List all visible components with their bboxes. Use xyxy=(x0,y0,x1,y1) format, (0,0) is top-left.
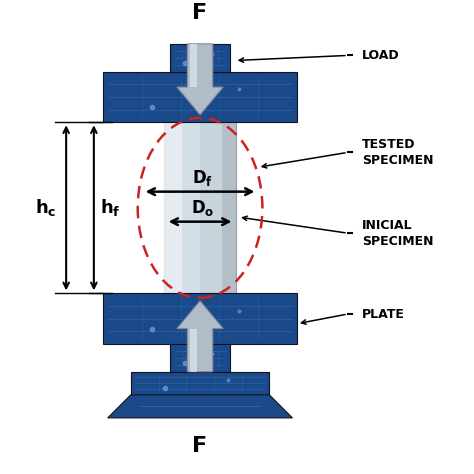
Bar xyxy=(182,122,200,293)
Text: PLATE: PLATE xyxy=(362,308,404,320)
Text: F: F xyxy=(192,3,208,23)
Text: INICIAL
SPECIMEN: INICIAL SPECIMEN xyxy=(362,219,433,248)
Text: $\mathbf{h_f}$: $\mathbf{h_f}$ xyxy=(100,197,120,219)
Bar xyxy=(221,122,236,293)
Bar xyxy=(164,122,182,293)
Polygon shape xyxy=(190,328,197,372)
Text: F: F xyxy=(192,437,208,456)
Text: TESTED
SPECIMEN: TESTED SPECIMEN xyxy=(362,138,433,167)
Text: LOAD: LOAD xyxy=(362,49,399,62)
Bar xyxy=(170,44,230,72)
Bar xyxy=(131,372,269,395)
Polygon shape xyxy=(177,44,223,115)
Text: $\mathbf{D_o}$: $\mathbf{D_o}$ xyxy=(191,198,214,218)
Bar xyxy=(164,122,236,293)
Bar xyxy=(103,72,297,122)
Polygon shape xyxy=(108,395,292,418)
Bar xyxy=(103,293,297,344)
Polygon shape xyxy=(177,301,223,372)
Bar xyxy=(170,344,230,372)
Text: $\mathbf{D_f}$: $\mathbf{D_f}$ xyxy=(192,168,213,188)
Polygon shape xyxy=(190,44,197,87)
Text: $\mathbf{h_c}$: $\mathbf{h_c}$ xyxy=(35,197,56,219)
